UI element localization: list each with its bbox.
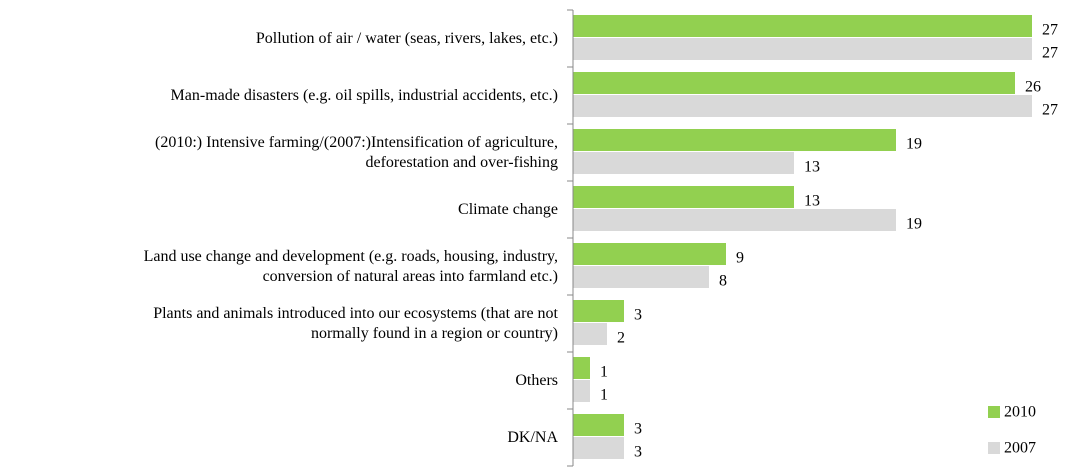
category-label: Plants and animals introduced into our e… [153, 304, 558, 342]
bar [573, 72, 1015, 94]
value-label: 3 [634, 444, 642, 461]
bar [573, 95, 1032, 117]
value-label: 1 [600, 364, 608, 381]
category-label: Pollution of air / water (seas, rivers, … [255, 29, 558, 47]
bar [573, 38, 1032, 60]
legend-swatch [988, 442, 1000, 454]
bar [573, 380, 590, 402]
category-label: Climate change [458, 200, 558, 218]
value-label: 3 [634, 421, 642, 438]
legend-label: 2007 [1004, 440, 1036, 457]
category-label: Man-made disasters (e.g. oil spills, ind… [170, 86, 558, 104]
legend-label: 2010 [1004, 404, 1036, 421]
bar [573, 152, 794, 174]
value-label: 9 [736, 250, 744, 267]
bar [573, 243, 726, 265]
category-label: Land use change and development (e.g. ro… [143, 247, 558, 285]
value-label: 13 [804, 159, 820, 176]
legend-swatch [988, 406, 1000, 418]
category-label: (2010:) Intensive farming/(2007:)Intensi… [155, 133, 558, 171]
bar [573, 414, 624, 436]
bar [573, 266, 709, 288]
category-label: DK/NA [507, 428, 558, 446]
bar [573, 129, 896, 151]
value-label: 27 [1042, 102, 1058, 119]
bar [573, 15, 1032, 37]
value-label: 26 [1025, 79, 1041, 96]
value-label: 27 [1042, 45, 1058, 62]
value-label: 8 [719, 273, 727, 290]
category-label: Others [515, 371, 558, 389]
value-label: 19 [906, 136, 922, 153]
value-label: 13 [804, 193, 820, 210]
bar [573, 437, 624, 459]
bar [573, 357, 590, 379]
bar [573, 323, 607, 345]
bar [573, 186, 794, 208]
value-label: 27 [1042, 22, 1058, 39]
bar [573, 209, 896, 231]
value-label: 1 [600, 387, 608, 404]
value-label: 2 [617, 330, 625, 347]
bar [573, 300, 624, 322]
value-label: 19 [906, 216, 922, 233]
value-label: 3 [634, 307, 642, 324]
